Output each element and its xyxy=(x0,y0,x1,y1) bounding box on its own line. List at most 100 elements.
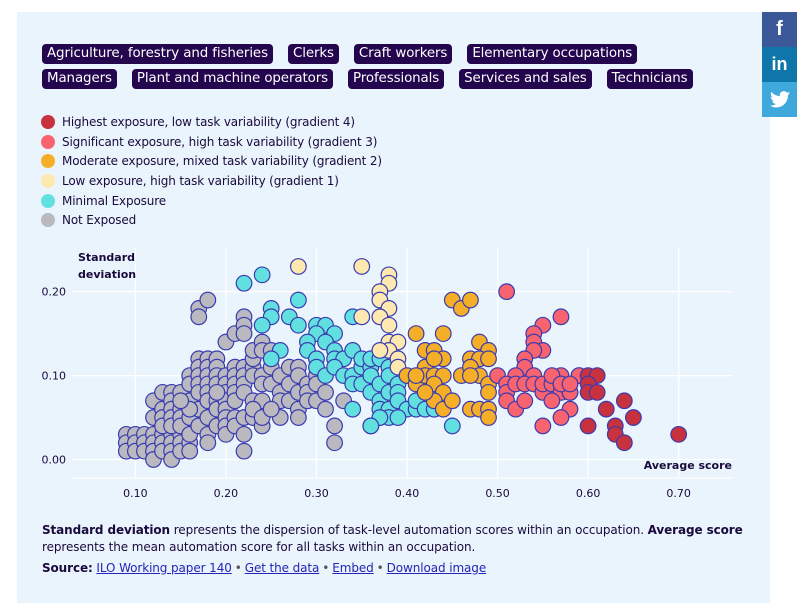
x-tick-label: 0.20 xyxy=(214,487,239,500)
data-point[interactable] xyxy=(389,409,407,426)
data-point[interactable] xyxy=(172,392,190,410)
filter-chip-technicians[interactable]: Technicians xyxy=(606,69,693,89)
legend-item[interactable]: Minimal Exposure xyxy=(41,191,382,211)
note-avg-text: represents the mean automation score for… xyxy=(42,540,476,554)
filter-chip-professionals[interactable]: Professionals xyxy=(348,69,445,89)
legend-marker-icon xyxy=(41,134,55,149)
data-point[interactable] xyxy=(434,325,452,343)
x-tick-label: 0.30 xyxy=(304,487,329,500)
legend-marker-icon xyxy=(41,114,55,129)
filter-chip-managers[interactable]: Managers xyxy=(42,69,117,89)
data-point[interactable] xyxy=(317,383,334,401)
filter-chip-plant-and-machine-operators[interactable]: Plant and machine operators xyxy=(131,69,333,89)
filter-chip-clerks[interactable]: Clerks xyxy=(287,44,339,64)
embed-link[interactable]: Embed xyxy=(332,561,374,575)
data-point[interactable] xyxy=(552,308,570,326)
linkedin-share-button[interactable]: in xyxy=(762,47,797,82)
data-point[interactable] xyxy=(371,342,389,359)
legend-marker-icon xyxy=(41,213,55,228)
legend-label: Minimal Exposure xyxy=(62,193,166,208)
data-point[interactable] xyxy=(615,392,633,410)
legend-item[interactable]: Highest exposure, low task variability (… xyxy=(41,112,382,132)
note-sd-term: Standard deviation xyxy=(42,523,170,537)
filter-chip-craft-workers[interactable]: Craft workers xyxy=(353,44,453,64)
twitter-share-button[interactable] xyxy=(762,82,797,117)
data-point[interactable] xyxy=(480,350,497,368)
data-point[interactable] xyxy=(552,409,570,426)
x-tick-label: 0.60 xyxy=(576,487,601,500)
data-point[interactable] xyxy=(262,350,280,368)
data-point[interactable] xyxy=(344,400,362,418)
data-point[interactable] xyxy=(579,417,597,435)
data-point[interactable] xyxy=(407,367,425,384)
note-sd-text: represents the dispersion of task-level … xyxy=(170,523,648,537)
note-avg-term: Average score xyxy=(647,523,743,537)
data-point[interactable] xyxy=(407,325,425,343)
data-point[interactable] xyxy=(443,392,461,410)
data-point[interactable] xyxy=(561,375,579,393)
y-axis-title-line-2: deviation xyxy=(78,268,136,281)
data-point[interactable] xyxy=(235,442,253,460)
filter-chip-elementary-occupations[interactable]: Elementary occupations xyxy=(467,44,638,64)
data-point[interactable] xyxy=(462,367,479,384)
data-points xyxy=(117,258,688,468)
chart-note: Standard deviation represents the disper… xyxy=(42,522,762,556)
data-point[interactable] xyxy=(353,308,371,326)
data-point[interactable] xyxy=(543,392,561,410)
data-point[interactable] xyxy=(289,258,307,275)
data-point[interactable] xyxy=(670,425,688,443)
data-point[interactable] xyxy=(443,417,461,435)
legend-item[interactable]: Low exposure, high task variability (gra… xyxy=(41,171,382,191)
facebook-icon: f xyxy=(776,18,783,40)
data-point[interactable] xyxy=(480,409,497,426)
data-point[interactable] xyxy=(588,383,606,401)
data-point[interactable] xyxy=(235,425,253,443)
data-point[interactable] xyxy=(199,291,217,309)
data-point[interactable] xyxy=(498,283,516,301)
data-point[interactable] xyxy=(416,383,434,401)
data-point[interactable] xyxy=(289,316,307,334)
source-link-working-paper[interactable]: ILO Working paper 140 xyxy=(96,561,232,575)
data-point[interactable] xyxy=(235,325,253,343)
linkedin-icon: in xyxy=(771,54,788,74)
data-point[interactable] xyxy=(597,400,615,418)
legend-label: Highest exposure, low task variability (… xyxy=(62,114,355,129)
data-point[interactable] xyxy=(624,409,642,426)
data-point[interactable] xyxy=(534,417,552,435)
legend-marker-icon xyxy=(41,173,55,188)
data-point[interactable] xyxy=(317,400,334,418)
separator: • xyxy=(234,561,242,575)
data-point[interactable] xyxy=(326,417,343,435)
facebook-share-button[interactable]: f xyxy=(762,12,797,47)
data-point[interactable] xyxy=(516,392,534,410)
data-point[interactable] xyxy=(199,434,217,452)
legend-marker-icon xyxy=(41,193,55,208)
legend-item[interactable]: Moderate exposure, mixed task variabilit… xyxy=(41,151,382,171)
legend-item[interactable]: Not Exposed xyxy=(41,210,382,230)
data-point[interactable] xyxy=(425,350,443,368)
y-tick-label: 0.20 xyxy=(42,286,67,299)
data-point[interactable] xyxy=(253,316,271,334)
social-share-bar: f in xyxy=(762,12,797,117)
data-point[interactable] xyxy=(462,291,479,309)
data-point[interactable] xyxy=(362,417,380,435)
data-point[interactable] xyxy=(289,291,307,309)
data-point[interactable] xyxy=(480,383,497,401)
data-point[interactable] xyxy=(380,316,398,334)
data-point[interactable] xyxy=(253,266,271,284)
filter-chip-services-and-sales[interactable]: Services and sales xyxy=(459,69,592,89)
data-point[interactable] xyxy=(615,434,633,452)
data-point[interactable] xyxy=(235,274,253,292)
data-point[interactable] xyxy=(262,400,280,418)
data-point[interactable] xyxy=(208,383,226,401)
download-image-link[interactable]: Download image xyxy=(386,561,487,575)
get-data-link[interactable]: Get the data xyxy=(244,561,320,575)
legend-item[interactable]: Significant exposure, high task variabil… xyxy=(41,132,382,152)
data-point[interactable] xyxy=(289,409,307,426)
data-point[interactable] xyxy=(353,258,371,275)
data-point[interactable] xyxy=(326,434,343,452)
data-point[interactable] xyxy=(181,442,199,460)
data-point[interactable] xyxy=(190,308,208,326)
filter-chip-agriculture-forestry-and-fisheries[interactable]: Agriculture, forestry and fisheries xyxy=(42,44,273,64)
filter-row-2: Managers Plant and machine operators Profe… xyxy=(42,69,742,89)
